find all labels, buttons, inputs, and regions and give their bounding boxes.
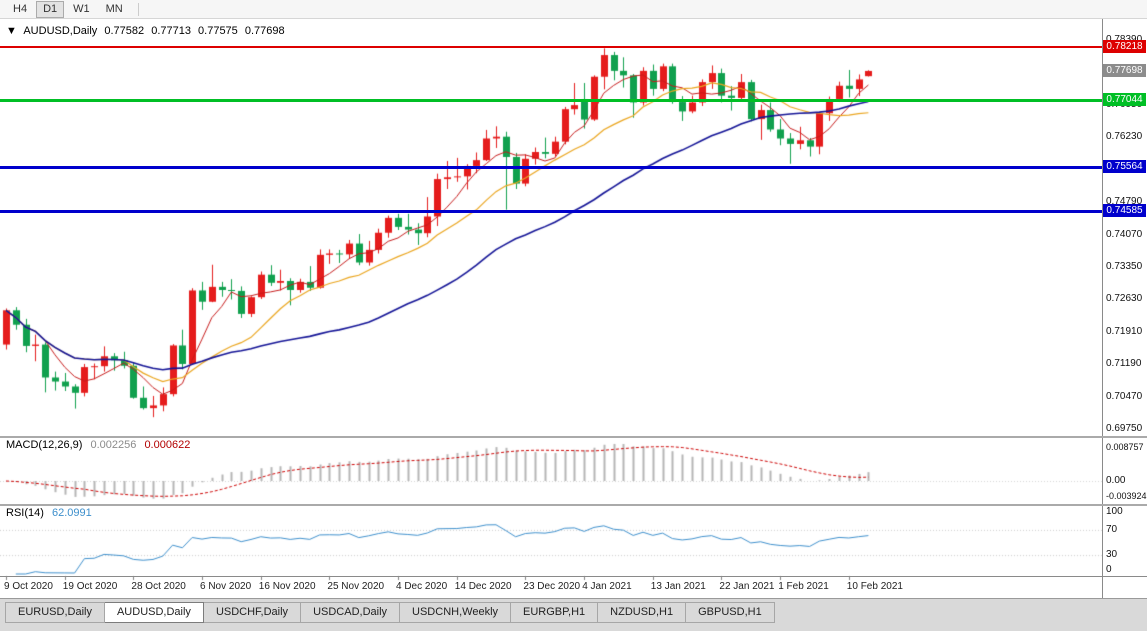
price-tick-label: 0.76230: [1106, 131, 1143, 143]
symbol-tab-eurgbp[interactable]: EURGBP,H1: [511, 602, 599, 623]
price-tick-label: 0.74070: [1106, 228, 1143, 240]
macd-name: MACD(12,26,9): [6, 439, 83, 451]
timeframe-button-mn[interactable]: MN: [105, 2, 123, 15]
symbol-tab-nzdusd[interactable]: NZDUSD,H1: [598, 602, 687, 623]
symbol-tab-gbpusd[interactable]: GBPUSD,H1: [686, 602, 775, 623]
price-tick-label: 0.69750: [1106, 423, 1143, 435]
quote-high: 0.77713: [151, 25, 191, 37]
time-axis-label: 19 Oct 2020: [62, 581, 118, 592]
quote-symbol: AUDUSD,Daily: [23, 25, 98, 37]
chart-canvas[interactable]: [0, 0, 1147, 598]
price-tick-label: 0.74790: [1106, 196, 1143, 208]
horizontal-level-line[interactable]: [0, 209, 1102, 213]
price-level-badge: 0.78218: [1103, 40, 1146, 54]
quote-close: 0.77698: [244, 25, 285, 37]
macd-axis-label: 0.00: [1106, 475, 1126, 486]
rsi-axis-label: 70: [1106, 523, 1118, 535]
toolbar-separator: [137, 2, 139, 16]
rsi-pane-separator[interactable]: [0, 504, 1147, 506]
price-level-badge: 0.75564: [1103, 160, 1146, 174]
time-axis-label: 14 Dec 2020: [454, 581, 512, 592]
symbol-tab-audusd[interactable]: AUDUSD,Daily: [104, 602, 204, 623]
price-tick-label: 0.73350: [1106, 261, 1143, 272]
symbol-tab-usdchf[interactable]: USDCHF,Daily: [203, 602, 302, 623]
symbol-tab-bar: EURUSD,Daily AUDUSD,Daily USDCHF,Daily USDC…: [0, 598, 1147, 631]
current-price-badge: 0.77698: [1103, 63, 1146, 77]
time-axis-label: 25 Nov 2020: [327, 581, 385, 592]
symbol-tab-usdcad[interactable]: USDCAD,Daily: [301, 602, 401, 623]
timeframe-button-d1[interactable]: D1: [36, 0, 65, 18]
price-tick-label: 0.71910: [1106, 325, 1143, 337]
time-axis-label: 1 Feb 2021: [778, 581, 829, 592]
price-axis[interactable]: 0.783900.776700.769500.762300.755100.747…: [1102, 19, 1147, 598]
rsi-axis-label: 0: [1106, 564, 1112, 575]
time-axis-label: 10 Feb 2021: [846, 581, 903, 592]
price-level-badge: 0.77044: [1103, 93, 1146, 107]
collapse-arrow-icon[interactable]: ▼: [6, 25, 17, 37]
macd-indicator-label: MACD(12,26,9) 0.002256 0.000622: [6, 439, 195, 451]
rsi-axis-label: 30: [1106, 549, 1118, 561]
rsi-axis-label: 100: [1106, 506, 1123, 517]
quote-open: 0.77582: [104, 25, 145, 37]
macd-pane-separator[interactable]: [0, 436, 1147, 438]
macd-axis-label: 0.008757: [1106, 441, 1144, 452]
timeframe-button-h4[interactable]: H4: [13, 2, 28, 15]
quote-low: 0.77575: [198, 25, 238, 37]
horizontal-level-line[interactable]: [0, 165, 1102, 169]
timeframe-toolbar: H4 D1 W1 MN: [0, 0, 1147, 19]
macd-signal-value: 0.000622: [144, 439, 191, 451]
timeframe-button-w1[interactable]: W1: [73, 2, 90, 15]
time-axis-label: 4 Jan 2021: [582, 581, 632, 592]
price-tick-label: 0.78390: [1106, 33, 1143, 45]
symbol-tab-usdcnh[interactable]: USDCNH,Weekly: [400, 602, 512, 623]
time-axis-label: 22 Jan 2021: [719, 581, 775, 592]
rsi-value: 62.0991: [51, 507, 92, 519]
time-axis-label: 23 Dec 2020: [523, 581, 581, 592]
rsi-indicator-label: RSI(14) 62.0991: [6, 507, 97, 519]
time-axis-label: 13 Jan 2021: [650, 581, 706, 592]
time-axis-label: 6 Nov 2020: [200, 581, 252, 592]
symbol-tab-eurusd[interactable]: EURUSD,Daily: [5, 602, 105, 623]
time-axis-label: 4 Dec 2020: [396, 581, 448, 592]
macd-main-value: 0.002256: [90, 439, 137, 451]
time-axis[interactable]: 9 Oct 2020 19 Oct 2020 28 Oct 2020 6 Nov 20…: [0, 577, 1102, 598]
price-tick-label: 0.72630: [1106, 293, 1143, 305]
price-tick-label: 0.70470: [1106, 390, 1143, 402]
time-axis-label: 9 Oct 2020: [4, 581, 53, 592]
price-level-badge: 0.74585: [1103, 204, 1146, 218]
time-axis-label: 16 Nov 2020: [258, 581, 316, 592]
rsi-name: RSI(14): [6, 507, 44, 519]
horizontal-level-line[interactable]: [0, 98, 1102, 102]
price-axis-border: [1102, 19, 1103, 598]
time-axis-label: 28 Oct 2020: [131, 581, 186, 592]
price-tick-label: 0.71190: [1106, 358, 1142, 370]
time-axis-separator: [0, 576, 1147, 577]
quote-line: ▼ AUDUSD,Daily 0.77582 0.77713 0.77575 0…: [6, 25, 289, 37]
horizontal-level-line[interactable]: [0, 46, 1102, 49]
macd-axis-label: -0.003924: [1106, 491, 1147, 502]
